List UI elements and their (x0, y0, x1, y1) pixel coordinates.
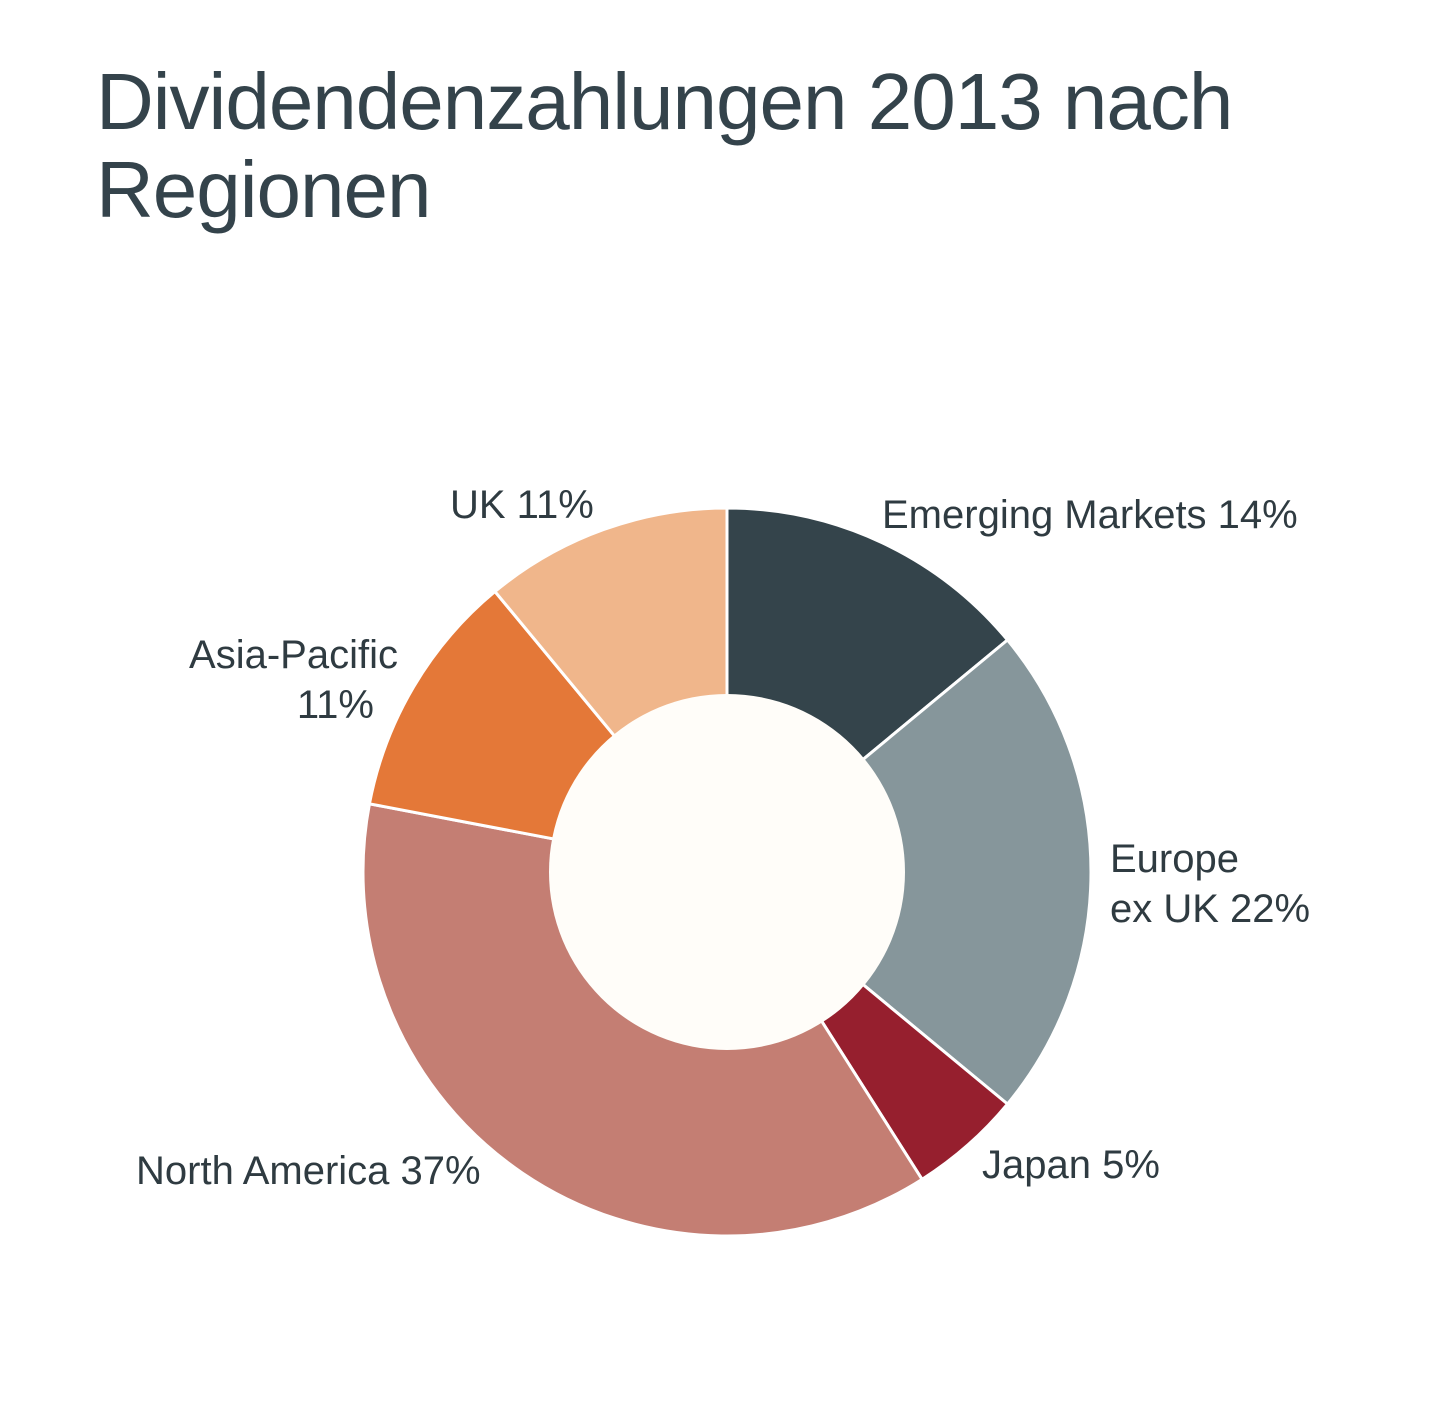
donut-hole (549, 694, 905, 1050)
label-asia-pacific: Asia-Pacific 11% (189, 633, 398, 727)
slice-europe-ex-uk (724, 637, 1093, 1107)
label-line: Asia-Pacific (189, 633, 398, 677)
label-line: UK 11% (450, 483, 594, 527)
label-line: ex UK 22% (1110, 887, 1310, 931)
label-uk: UK 11% (450, 483, 594, 527)
label-north-america: North America 37% (136, 1149, 481, 1193)
chart-title: Dividendenzahlungen 2013 nach Regionen (96, 57, 1233, 234)
label-line: Europe (1110, 837, 1239, 881)
label-emerging-markets: Emerging Markets 14% (882, 493, 1298, 537)
label-europe-ex-uk: Europe ex UK 22% (1110, 837, 1310, 931)
label-line: Japan 5% (982, 1143, 1160, 1187)
label-line: 11% (297, 683, 374, 727)
label-japan: Japan 5% (982, 1143, 1160, 1187)
label-line: North America 37% (136, 1149, 481, 1193)
label-line: Emerging Markets 14% (882, 493, 1298, 537)
slice-labels: Emerging Markets 14% Europe ex UK 22% Japan… (136, 483, 1310, 1193)
